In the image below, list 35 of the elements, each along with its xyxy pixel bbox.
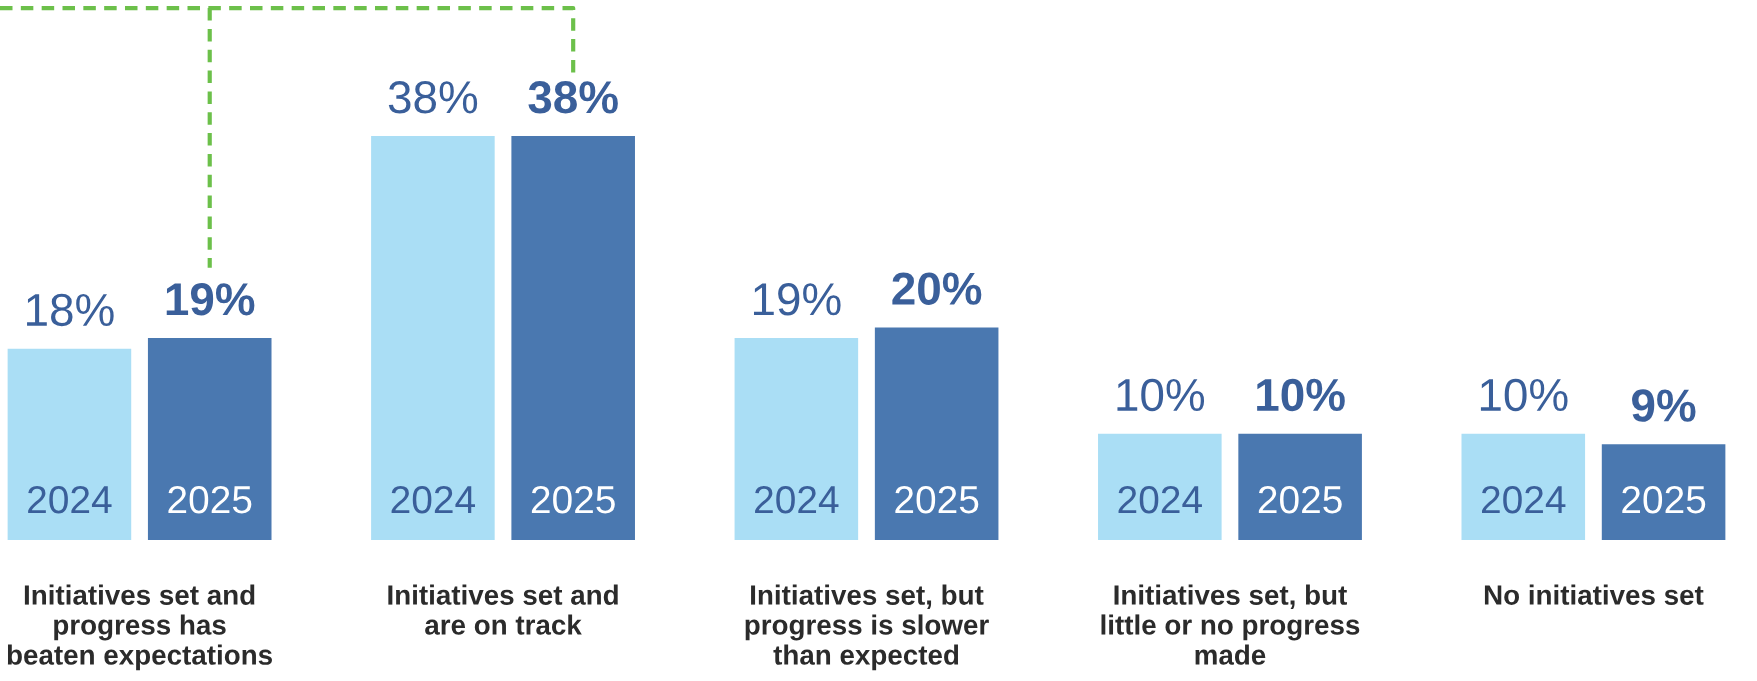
data-label: 10%: [1257, 378, 1345, 412]
series-label: 2024: [1118, 485, 1202, 514]
data-label: 19%: [166, 283, 255, 316]
text: 2025: [1258, 485, 1342, 514]
text: 2025: [168, 485, 252, 514]
bar: [7, 348, 132, 541]
bar: [1461, 433, 1586, 541]
text: 2024: [1482, 485, 1566, 514]
data-label: 19%: [753, 283, 841, 316]
bar: [1098, 433, 1222, 541]
data-label: 10%: [1117, 378, 1205, 412]
text: 2024: [28, 485, 112, 514]
bar: [874, 327, 999, 541]
data-label: 18%: [27, 293, 114, 327]
data-label: 10%: [1480, 378, 1568, 412]
bar: [1238, 433, 1362, 541]
text: 2025: [895, 485, 979, 514]
x-tick-label: No initiatives set: [1484, 584, 1704, 605]
bar: [734, 338, 859, 541]
x-tick-label: Initiatives set, but little or no progress made: [1101, 584, 1360, 665]
data-label: 9%: [1632, 389, 1696, 422]
series-label: 2025: [531, 485, 615, 514]
bar: [371, 136, 495, 541]
data-label: 38%: [528, 81, 618, 114]
bar: [511, 136, 635, 541]
data-label: 38%: [388, 81, 478, 114]
x-tick-label: Initiatives set and progress has beaten expectations: [7, 584, 272, 671]
bar: [147, 338, 272, 541]
text: 2024: [755, 485, 839, 514]
data-label: 20%: [892, 272, 982, 305]
text: 2024: [391, 485, 476, 514]
x-tick-label: Initiatives set and are on track: [388, 584, 618, 635]
text: 2025: [1622, 485, 1706, 514]
x-tick-label: Initiatives set, but progress is slower than expected: [745, 584, 989, 671]
bar: [1601, 444, 1726, 541]
